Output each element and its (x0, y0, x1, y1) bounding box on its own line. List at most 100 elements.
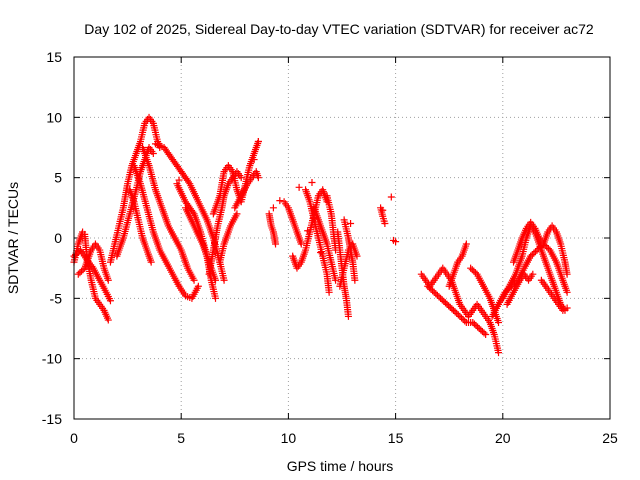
data-point (530, 249, 538, 257)
y-tick-label: 10 (46, 109, 62, 125)
data-point (73, 249, 81, 257)
data-point (563, 304, 571, 312)
data-point (347, 220, 355, 228)
data-point (448, 305, 456, 313)
data-point (458, 314, 466, 322)
data-point (149, 150, 157, 158)
data-point (427, 285, 435, 293)
data-point (344, 312, 352, 320)
data-point (480, 329, 488, 337)
data-point (190, 276, 198, 284)
x-tick-label: 20 (495, 430, 511, 446)
data-point (194, 282, 202, 290)
data-point (254, 174, 262, 182)
data-point (212, 276, 220, 284)
data-point (443, 300, 451, 308)
data-point (351, 276, 359, 284)
data-point (478, 328, 486, 336)
data-point (233, 210, 241, 218)
y-tick-label: -10 (42, 351, 62, 367)
x-tick-labels: 0 5 10 15 20 25 (70, 430, 618, 446)
data-point (297, 240, 305, 248)
data-point (441, 299, 449, 307)
data-point (185, 178, 193, 186)
data-point (461, 317, 469, 325)
data-point (88, 262, 96, 270)
data-point (437, 294, 445, 302)
data-point (432, 290, 440, 298)
data-point (308, 178, 316, 186)
data-point (470, 320, 478, 328)
data-point (220, 276, 228, 284)
data-point (106, 297, 114, 305)
data-point (424, 282, 432, 290)
x-tick-label: 15 (388, 430, 404, 446)
data-point (79, 266, 87, 274)
data-point (453, 309, 461, 317)
data-point (430, 288, 438, 296)
data-point (433, 291, 441, 299)
data-point (317, 248, 325, 256)
data-point (387, 193, 395, 201)
data-point (468, 266, 476, 274)
y-tick-label: -15 (42, 411, 62, 427)
x-tick-label: 10 (281, 430, 297, 446)
data-point (477, 326, 485, 334)
x-tick-label: 25 (602, 430, 618, 446)
data-point (438, 296, 446, 304)
data-point (475, 325, 483, 332)
data-point (381, 220, 389, 228)
data-point (237, 174, 245, 182)
data-point (495, 318, 503, 326)
data-point (276, 197, 284, 205)
data-point (563, 288, 571, 296)
data-point (544, 245, 552, 253)
data-point (353, 252, 361, 260)
data-point (269, 204, 277, 212)
data-point (471, 269, 479, 277)
data-point (449, 306, 457, 314)
data-point (469, 318, 477, 326)
data-point (304, 227, 312, 235)
data-point (482, 331, 490, 339)
data-point (392, 238, 400, 246)
data-point (529, 270, 537, 278)
data-point (175, 176, 183, 184)
x-tick-label: 5 (177, 430, 185, 446)
y-tick-label: 5 (54, 170, 62, 186)
data-point (467, 264, 475, 272)
data-point (472, 321, 480, 329)
data-point (543, 243, 551, 251)
data-point (76, 269, 84, 277)
y-tick-label: -5 (50, 290, 63, 306)
data-point (74, 270, 82, 278)
data-point (104, 276, 112, 284)
data-point (474, 323, 482, 331)
grid-lines (74, 57, 610, 419)
data-point (445, 302, 453, 310)
data-point (104, 316, 112, 324)
data-point (379, 206, 387, 214)
data-point (254, 137, 262, 145)
data-point (454, 311, 462, 319)
data-point (295, 183, 303, 191)
y-tick-label: 0 (54, 230, 62, 246)
data-point (470, 267, 478, 275)
plot-frame (73, 56, 611, 420)
data-point (462, 240, 470, 248)
data-point (528, 251, 536, 259)
data-point (72, 251, 80, 259)
data-point (435, 293, 443, 301)
data-point (272, 240, 280, 248)
x-axis-label: GPS time / hours (287, 458, 394, 474)
y-tick-labels: -15 -10 -5 0 5 10 15 (42, 49, 62, 427)
data-point (78, 267, 86, 275)
data-point (325, 288, 333, 296)
data-point (429, 287, 437, 295)
y-tick-label: 15 (46, 49, 62, 65)
data-point (495, 349, 503, 357)
data-point (456, 312, 464, 320)
data-point (531, 248, 539, 256)
data-point (212, 294, 220, 302)
